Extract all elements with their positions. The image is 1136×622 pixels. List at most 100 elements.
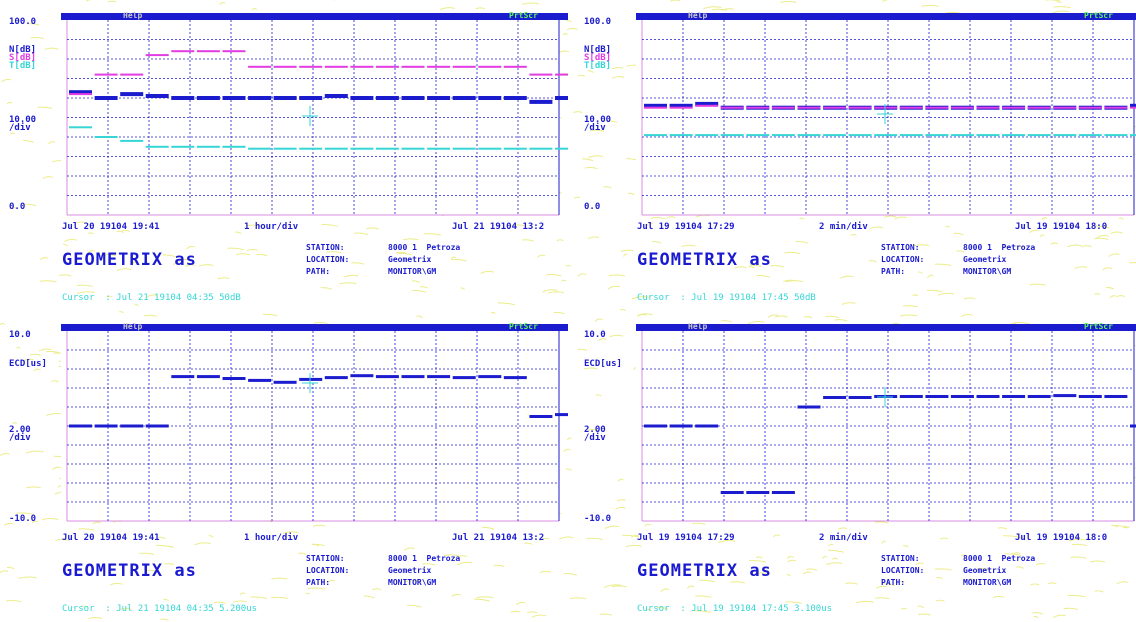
texture-stroke bbox=[711, 8, 728, 11]
texture-stroke bbox=[339, 282, 357, 285]
x-div-label: 2 min/div bbox=[819, 533, 868, 543]
texture-stroke bbox=[1074, 266, 1088, 270]
texture-stroke bbox=[164, 563, 175, 566]
data-point bbox=[145, 424, 169, 428]
texture-stroke bbox=[185, 264, 196, 268]
texture-stroke bbox=[39, 257, 49, 261]
menu-bar: Help PrtScr bbox=[61, 322, 568, 331]
legend-t: T[dB] bbox=[9, 61, 37, 71]
texture-stroke bbox=[565, 468, 572, 471]
data-point bbox=[145, 54, 169, 57]
texture-stroke bbox=[561, 279, 567, 282]
help-menu[interactable]: Help bbox=[123, 11, 143, 20]
texture-stroke bbox=[313, 321, 328, 324]
x-end-label: Jul 19 19104 18:0 bbox=[1015, 222, 1108, 232]
data-point bbox=[196, 50, 220, 53]
texture-stroke bbox=[25, 486, 41, 489]
texture-stroke bbox=[711, 263, 719, 267]
texture-stroke bbox=[681, 244, 696, 247]
data-point bbox=[248, 96, 272, 100]
cursor-readout: Cursor : Jul 19 19104 17:45 3.100us bbox=[637, 604, 833, 614]
texture-stroke bbox=[845, 582, 858, 585]
texture-stroke bbox=[650, 217, 666, 220]
texture-stroke bbox=[116, 268, 132, 271]
texture-stroke bbox=[734, 266, 747, 269]
texture-stroke bbox=[795, 240, 809, 244]
texture-stroke bbox=[398, 252, 412, 256]
texture-stroke bbox=[246, 224, 263, 227]
texture-stroke bbox=[1030, 583, 1040, 586]
data-point bbox=[299, 377, 323, 381]
texture-stroke bbox=[894, 216, 908, 220]
texture-stroke bbox=[451, 593, 461, 597]
texture-stroke bbox=[271, 596, 289, 599]
texture-stroke bbox=[868, 260, 877, 263]
texture-stroke bbox=[3, 522, 14, 526]
texture-stroke bbox=[1090, 560, 1106, 563]
texture-stroke bbox=[134, 303, 139, 307]
texture-stroke bbox=[12, 207, 19, 210]
texture-stroke bbox=[718, 540, 736, 543]
y-top-label: 10.0 bbox=[584, 330, 606, 340]
texture-stroke bbox=[262, 313, 278, 317]
prtscr-menu[interactable]: PrtScr bbox=[1084, 11, 1113, 20]
texture-stroke bbox=[539, 570, 551, 574]
texture-stroke bbox=[351, 262, 365, 265]
data-point bbox=[248, 147, 272, 150]
x-start-label: Jul 20 19104 19:41 bbox=[62, 533, 160, 543]
help-menu[interactable]: Help bbox=[688, 11, 708, 20]
data-point bbox=[695, 424, 719, 428]
prtscr-menu[interactable]: PrtScr bbox=[509, 11, 538, 20]
help-menu[interactable]: Help bbox=[688, 322, 708, 331]
data-point bbox=[1078, 395, 1102, 398]
texture-stroke bbox=[939, 537, 949, 540]
prtscr-menu[interactable]: PrtScr bbox=[1084, 322, 1113, 331]
texture-stroke bbox=[1116, 295, 1126, 298]
data-point bbox=[273, 96, 297, 100]
texture-stroke bbox=[749, 266, 755, 269]
texture-stroke bbox=[825, 315, 839, 318]
texture-stroke bbox=[692, 522, 706, 525]
texture-stroke bbox=[404, 547, 415, 551]
texture-stroke bbox=[876, 585, 888, 589]
data-point bbox=[529, 415, 553, 418]
texture-stroke bbox=[77, 291, 95, 294]
x-start-label: Jul 19 19104 17:29 bbox=[637, 533, 735, 543]
texture-stroke bbox=[616, 499, 626, 502]
plot-area[interactable] bbox=[0, 311, 568, 531]
texture-stroke bbox=[455, 555, 468, 558]
texture-stroke bbox=[524, 542, 533, 545]
texture-stroke bbox=[874, 521, 889, 524]
plot-area[interactable] bbox=[0, 0, 568, 220]
data-point bbox=[69, 126, 92, 129]
texture-stroke bbox=[1039, 234, 1045, 238]
help-menu[interactable]: Help bbox=[123, 322, 143, 331]
texture-stroke bbox=[935, 599, 945, 602]
data-point bbox=[555, 413, 568, 417]
data-point bbox=[848, 106, 872, 109]
plot-area[interactable] bbox=[575, 311, 1136, 531]
data-point bbox=[503, 376, 527, 380]
texture-stroke bbox=[884, 215, 897, 218]
data-point bbox=[925, 134, 949, 137]
texture-stroke bbox=[178, 258, 191, 263]
texture-stroke bbox=[902, 305, 918, 308]
texture-stroke bbox=[1122, 526, 1128, 529]
x-end-label: Jul 21 19104 13:2 bbox=[452, 533, 545, 543]
data-point bbox=[350, 374, 374, 378]
texture-stroke bbox=[405, 580, 422, 583]
data-point bbox=[529, 99, 553, 104]
texture-stroke bbox=[898, 580, 905, 584]
texture-stroke bbox=[881, 583, 895, 587]
texture-stroke bbox=[566, 27, 578, 31]
location-label: LOCATION: bbox=[881, 255, 925, 264]
texture-stroke bbox=[63, 243, 69, 247]
texture-stroke bbox=[37, 106, 53, 109]
data-point bbox=[644, 103, 667, 108]
texture-stroke bbox=[1110, 231, 1123, 235]
prtscr-menu[interactable]: PrtScr bbox=[509, 322, 538, 331]
texture-stroke bbox=[160, 618, 169, 621]
plot-area[interactable] bbox=[575, 0, 1136, 220]
data-point bbox=[899, 395, 923, 398]
